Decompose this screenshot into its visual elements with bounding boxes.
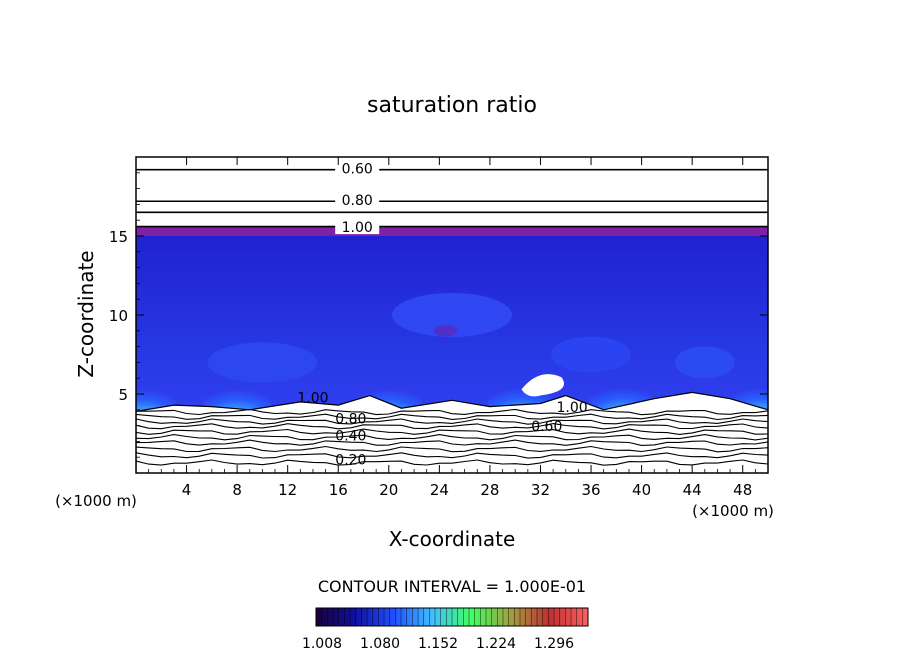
y-tick-label: 5 xyxy=(118,386,128,404)
contour-line-lower xyxy=(136,459,768,466)
contour-label: 1.00 xyxy=(556,400,587,416)
field-blob xyxy=(433,324,458,337)
contour-label-text: 0.40 xyxy=(335,429,366,445)
contour-line-lower xyxy=(136,418,768,425)
x-tick-label: 4 xyxy=(182,481,192,499)
y-axis-label: Z-coordinate xyxy=(74,250,98,377)
x-tick-label: 16 xyxy=(329,481,348,499)
contour-line-lower xyxy=(136,408,768,416)
contour-label-text: 0.80 xyxy=(335,411,366,427)
subsaturated-pocket xyxy=(521,374,565,397)
x-tick-label: 12 xyxy=(278,481,297,499)
chart-title: saturation ratio xyxy=(367,93,537,118)
contour-label: 1.00 xyxy=(297,391,328,407)
contour-label-text: 1.00 xyxy=(297,391,328,407)
x-tick-label: 48 xyxy=(733,481,752,499)
contour-line-lower xyxy=(136,434,768,441)
x-axis-label: X-coordinate xyxy=(389,527,516,551)
contour-line-lower xyxy=(136,445,768,453)
colorbar-tick-label: 1.080 xyxy=(360,636,400,652)
x-unit-label-left: (×1000 m) xyxy=(55,492,137,510)
x-tick-label: 28 xyxy=(480,481,499,499)
contour-line-lower xyxy=(136,439,768,446)
x-tick-label: 40 xyxy=(632,481,651,499)
contour-label: 0.80 xyxy=(335,191,380,209)
field-blob xyxy=(392,293,512,337)
contour-label-text: 0.20 xyxy=(335,452,366,468)
x-tick-label: 32 xyxy=(531,481,550,499)
colorbar-tick-label: 1.008 xyxy=(302,636,342,652)
contour-label: 0.60 xyxy=(531,419,562,435)
x-tick-label: 44 xyxy=(683,481,702,499)
contour-label-text: 0.60 xyxy=(531,419,562,435)
contour-line-lower xyxy=(136,452,768,459)
contour-label: 0.60 xyxy=(335,159,380,178)
x-tick-label: 36 xyxy=(581,481,600,499)
y-tick-label: 10 xyxy=(109,307,128,325)
x-tick-label: 8 xyxy=(232,481,242,499)
contour-line-lower xyxy=(136,423,768,430)
colorbar-tick-label: 1.224 xyxy=(476,636,516,652)
contour-label: 1.00 xyxy=(335,218,380,236)
contour-label: 0.80 xyxy=(335,411,366,427)
field-blob xyxy=(207,342,318,383)
contour-line-lower xyxy=(136,428,768,435)
x-axis: 4 8 12 16 20 24 28 32 36 40 44 48 xyxy=(148,157,756,499)
y-tick-label: 15 xyxy=(109,228,128,246)
x-tick-label: 24 xyxy=(430,481,449,499)
y-axis: 5 10 15 xyxy=(109,172,768,458)
contour-interval-text: CONTOUR INTERVAL = 1.000E-01 xyxy=(318,577,586,596)
colorbar-tick-label: 1.152 xyxy=(418,636,458,652)
colorbar-frame xyxy=(315,607,589,627)
contour-label-text: 1.00 xyxy=(556,400,587,416)
contour-label: 0.20 xyxy=(335,452,366,468)
subsaturated-region xyxy=(136,392,768,473)
contour-label-text: 0.60 xyxy=(342,162,373,178)
field-blob xyxy=(674,346,735,379)
saturation-field xyxy=(136,226,768,473)
contour-line-cloud-boundary xyxy=(136,391,768,473)
contour-lines xyxy=(136,168,768,473)
contour-line-lower xyxy=(136,413,768,421)
contour-label-text: 0.80 xyxy=(342,193,373,209)
contour-label: 0.40 xyxy=(335,429,366,445)
x-unit-label-right: (×1000 m) xyxy=(692,502,774,520)
tropopause-band xyxy=(136,226,768,236)
plot-area: 0.60 0.80 1.00 1.00 0.80 0.40 0.20 1.00 0.60 xyxy=(136,157,768,473)
contour-label-text: 1.00 xyxy=(342,220,373,236)
x-tick-label: 20 xyxy=(379,481,398,499)
colorbar: 1.008 1.080 1.152 1.224 1.296 xyxy=(302,607,589,652)
field-blob xyxy=(551,336,632,373)
contour-labels: 0.60 0.80 1.00 1.00 0.80 0.40 0.20 1.00 0.60 xyxy=(297,159,588,468)
colorbar-tick-label: 1.296 xyxy=(534,636,574,652)
